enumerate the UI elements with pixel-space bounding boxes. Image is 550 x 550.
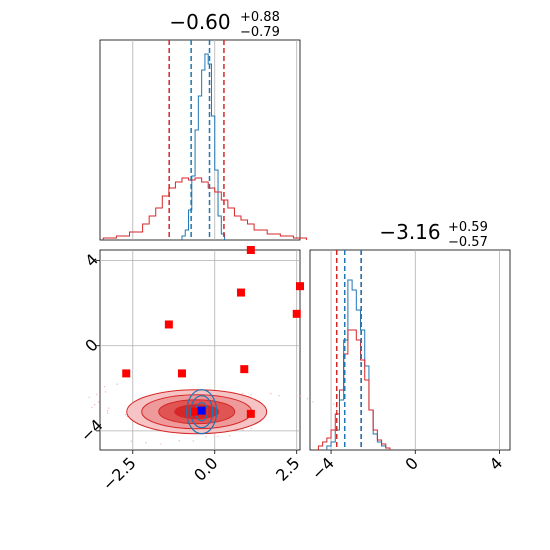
joint-sample-dot <box>242 429 244 431</box>
joint-panel-x-ticks: −2.5 0.0 2.5 <box>99 450 304 494</box>
joint-sample-dot <box>106 412 109 414</box>
joint-sample-dot <box>103 385 106 388</box>
panel-1-quantile-lines <box>168 40 225 240</box>
joint-xtick-label: 0.0 <box>190 453 221 484</box>
joint-red-point-7 <box>240 365 249 374</box>
panel-2-xtick-label: 0 <box>401 453 422 474</box>
panel-1-frame <box>99 39 301 241</box>
panel-1-histogram-0 <box>181 53 226 240</box>
joint-sample-dot <box>145 442 147 444</box>
joint-sample-dot <box>336 410 339 413</box>
joint-ytick-label: −4 <box>77 415 107 445</box>
panel-2-title-minus: −0.57 <box>448 235 488 250</box>
joint-sample-dot <box>205 436 207 438</box>
joint-red-point-3 <box>292 309 301 318</box>
joint-sample-dot <box>312 401 314 403</box>
joint-sample-dot <box>335 407 338 409</box>
panel-2-title-plus: +0.59 <box>448 220 488 235</box>
joint-blue-point <box>197 406 206 415</box>
joint-sample-dot <box>96 393 98 396</box>
panel-1-histogram-1 <box>102 177 308 240</box>
joint-sample-dot <box>332 403 335 405</box>
joint-red-point-4 <box>164 320 173 329</box>
joint-sample-dot <box>160 443 162 445</box>
joint-sample-dot <box>270 392 272 395</box>
joint-red-point-8 <box>191 407 200 416</box>
joint-sample-dot <box>178 439 181 442</box>
joint-red-point-9 <box>246 409 255 418</box>
joint-blue-contour-1 <box>190 395 214 429</box>
joint-sample-dot <box>93 403 96 406</box>
joint-panel-y-ticks: −404 <box>77 250 107 446</box>
joint-panel-contours <box>88 383 339 445</box>
joint-sample-dot <box>278 395 280 397</box>
joint-sample-dot <box>242 392 244 395</box>
panel-2-xtick-label: 4 <box>486 453 507 474</box>
joint-sample-dot <box>250 427 252 430</box>
joint-sample-dot <box>116 383 118 385</box>
panel-1-title-minus: −0.79 <box>240 25 280 40</box>
panel-1-title: −0.60 <box>169 10 230 34</box>
joint-sample-dot <box>306 398 309 400</box>
joint-red-point-6 <box>177 369 186 378</box>
joint-red-point-2 <box>296 282 304 291</box>
joint-sample-dot <box>104 391 107 393</box>
joint-panel-frame <box>99 249 301 451</box>
marginal-panel-2: −3.16 +0.59 −0.57 −4 0 4 <box>308 220 511 484</box>
joint-sample-dot <box>130 440 133 442</box>
joint-xtick-label: −2.5 <box>99 453 140 494</box>
panel-1-histograms <box>102 53 308 240</box>
joint-sample-dot <box>228 434 231 437</box>
joint-red-point-0 <box>246 246 255 254</box>
panel-1-title-plus: +0.88 <box>240 10 280 25</box>
joint-sample-dot <box>107 407 110 409</box>
panel-2-title: −3.16 <box>379 220 440 244</box>
joint-panel-points <box>122 246 304 418</box>
joint-blue-contour-0 <box>186 389 218 435</box>
panel-2-quantile-lines <box>335 250 362 450</box>
joint-sample-dot <box>192 440 194 442</box>
panel-2-frame <box>309 249 511 451</box>
panel-2-histogram-0 <box>326 279 391 450</box>
panel-2-grid <box>330 250 500 450</box>
joint-sample-dot <box>91 406 93 409</box>
joint-sample-dot <box>97 401 100 403</box>
joint-sample-dot <box>250 394 252 396</box>
joint-sample-dot <box>106 409 109 412</box>
joint-sample-dot <box>88 396 90 399</box>
panel-2-histogram-1 <box>317 329 391 450</box>
joint-sample-dot <box>299 395 302 397</box>
panel-2-histograms <box>317 279 391 450</box>
joint-red-point-5 <box>122 369 131 378</box>
marginal-panel-1: −0.60 +0.88 −0.79 <box>99 10 308 241</box>
joint-xtick-label: 2.5 <box>272 453 303 484</box>
joint-panel: −2.5 0.0 2.5 −404 <box>77 246 339 494</box>
panel-2-xtick-label: −4 <box>308 453 338 483</box>
joint-red-point-1 <box>236 288 245 297</box>
joint-sample-dot <box>124 413 127 416</box>
panel-2-x-ticks: −4 0 4 <box>308 450 507 484</box>
joint-sample-dot <box>217 435 219 438</box>
